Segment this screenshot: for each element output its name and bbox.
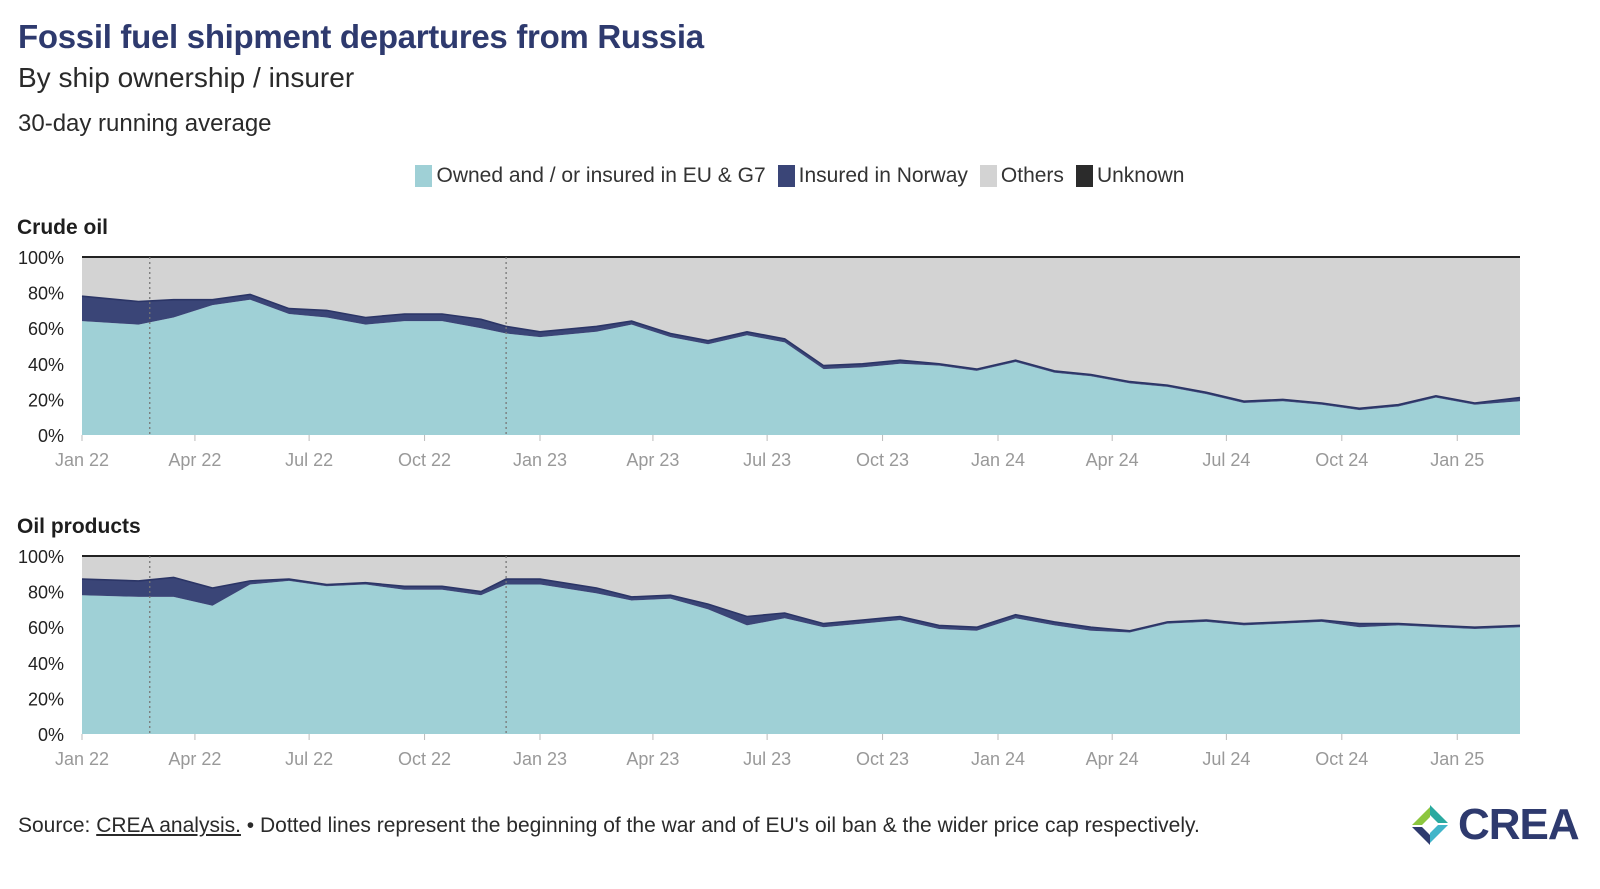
legend-label: Owned and / or insured in EU & G7 xyxy=(436,164,766,187)
x-tick-label: Jul 23 xyxy=(743,749,791,769)
area-series-2 xyxy=(82,257,1520,409)
crea-logo-icon xyxy=(1412,805,1448,845)
x-tick-label: Jul 22 xyxy=(285,450,333,470)
source-link[interactable]: CREA analysis. xyxy=(96,814,241,837)
panel-title-crude: Crude oil xyxy=(17,216,109,239)
area-series-2 xyxy=(82,556,1520,631)
x-tick-label: Apr 22 xyxy=(168,749,221,769)
legend-label: Unknown xyxy=(1096,164,1185,187)
chart-subtitle: By ship ownership / insurer xyxy=(18,62,355,93)
series-boundary-line xyxy=(81,293,1521,410)
x-tick-label: Jan 24 xyxy=(971,450,1025,470)
footer-text: • Dotted lines represent the beginning o… xyxy=(240,814,1200,837)
x-tick-label: Oct 24 xyxy=(1315,749,1368,769)
x-tick-label: Jan 25 xyxy=(1430,450,1484,470)
footer: Source: CREA analysis. • Dotted lines re… xyxy=(18,814,1200,838)
chart-title: Fossil fuel shipment departures from Rus… xyxy=(18,18,704,55)
y-tick-label: 0% xyxy=(38,725,64,745)
x-tick-label: Oct 23 xyxy=(856,450,909,470)
y-tick-label: 60% xyxy=(28,319,64,339)
x-tick-label: Oct 24 xyxy=(1315,450,1368,470)
area-series-0 xyxy=(82,299,1520,435)
area-series-0 xyxy=(82,580,1520,734)
x-tick-label: Oct 22 xyxy=(398,450,451,470)
x-tick-label: Jan 23 xyxy=(513,450,567,470)
x-tick-label: Jan 22 xyxy=(55,749,109,769)
legend-label: Insured in Norway xyxy=(798,164,968,187)
chart-note: 30-day running average xyxy=(18,110,272,137)
legend-item-eu-g7[interactable]: Owned and / or insured in EU & G7 xyxy=(415,164,766,188)
y-tick-label: 0% xyxy=(38,426,64,446)
x-tick-label: Jul 24 xyxy=(1202,749,1250,769)
y-tick-label: 100% xyxy=(18,547,64,567)
source-prefix: Source: xyxy=(18,814,97,837)
x-tick-label: Jan 22 xyxy=(55,450,109,470)
x-tick-label: Apr 23 xyxy=(626,749,679,769)
x-tick-label: Jan 23 xyxy=(513,749,567,769)
crude-oil-chart: 0% 20% 40% 60% 80% 100% Jan 22 Apr 22 Jul 22 Oct … xyxy=(18,248,1521,470)
y-tick-label: 60% xyxy=(28,618,64,638)
y-tick-label: 20% xyxy=(28,689,64,709)
y-tick-label: 100% xyxy=(18,248,64,268)
legend-swatch xyxy=(979,165,997,187)
y-tick-label: 80% xyxy=(28,583,64,603)
x-tick-label: Jan 24 xyxy=(971,749,1025,769)
legend-item-others[interactable]: Others xyxy=(979,164,1064,188)
x-tick-label: Apr 24 xyxy=(1086,450,1139,470)
area-series-1 xyxy=(82,294,1520,411)
y-tick-label: 20% xyxy=(28,390,64,410)
y-tick-label: 40% xyxy=(28,654,64,674)
x-tick-label: Oct 22 xyxy=(398,749,451,769)
x-tick-label: Apr 23 xyxy=(626,450,679,470)
legend-item-norway[interactable]: Insured in Norway xyxy=(777,164,968,188)
crea-logo-text: CREA xyxy=(1458,800,1580,849)
x-tick-label: Jul 22 xyxy=(285,749,333,769)
crea-logo: CREA xyxy=(1408,800,1580,850)
x-tick-label: Apr 24 xyxy=(1086,749,1139,769)
x-tick-label: Jul 23 xyxy=(743,450,791,470)
legend-swatch xyxy=(777,165,795,187)
y-tick-label: 40% xyxy=(28,355,64,375)
legend-label: Others xyxy=(1000,164,1064,187)
legend-swatch xyxy=(1075,165,1093,187)
panel-title-products: Oil products xyxy=(17,515,141,538)
x-tick-label: Jul 24 xyxy=(1202,450,1250,470)
legend-item-unknown[interactable]: Unknown xyxy=(1075,164,1185,188)
x-tick-label: Apr 22 xyxy=(168,450,221,470)
legend: Owned and / or insured in EU & G7 Insure… xyxy=(0,164,1600,188)
series-boundary-line xyxy=(81,576,1521,632)
x-tick-label: Oct 23 xyxy=(856,749,909,769)
oil-products-chart: 0% 20% 40% 60% 80% 100% Jan 22 Apr 22 Jul 22 Oct … xyxy=(18,547,1521,769)
x-tick-label: Jan 25 xyxy=(1430,749,1484,769)
area-series-1 xyxy=(82,577,1520,633)
y-tick-label: 80% xyxy=(28,284,64,304)
legend-swatch xyxy=(415,165,433,187)
